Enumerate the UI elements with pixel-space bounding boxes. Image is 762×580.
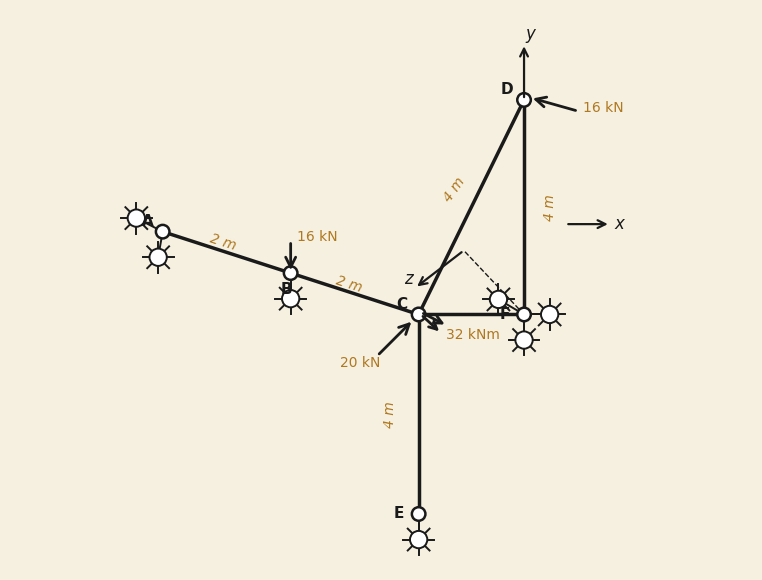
Text: E: E bbox=[393, 506, 404, 521]
Text: 16 kN: 16 kN bbox=[297, 230, 338, 244]
Circle shape bbox=[156, 225, 169, 238]
Circle shape bbox=[282, 290, 299, 307]
Circle shape bbox=[515, 331, 533, 349]
Text: y: y bbox=[525, 26, 535, 44]
Circle shape bbox=[412, 507, 425, 521]
Circle shape bbox=[517, 93, 531, 107]
Text: B: B bbox=[281, 282, 293, 297]
Text: x: x bbox=[615, 215, 625, 233]
Text: C: C bbox=[395, 297, 407, 312]
Text: 32 kNm: 32 kNm bbox=[447, 328, 501, 342]
Circle shape bbox=[490, 291, 507, 308]
Text: 2 m: 2 m bbox=[208, 231, 238, 253]
Text: 4 m: 4 m bbox=[441, 175, 468, 205]
Circle shape bbox=[149, 249, 167, 266]
Text: A: A bbox=[142, 213, 153, 229]
Circle shape bbox=[410, 531, 427, 548]
Text: D: D bbox=[501, 82, 513, 97]
Text: 4 m: 4 m bbox=[543, 194, 557, 221]
Circle shape bbox=[284, 266, 297, 280]
Circle shape bbox=[128, 209, 145, 227]
Text: F: F bbox=[500, 307, 511, 322]
Circle shape bbox=[517, 308, 531, 321]
Text: z: z bbox=[405, 270, 413, 288]
Text: 4 m: 4 m bbox=[383, 401, 397, 428]
Circle shape bbox=[541, 306, 559, 323]
Circle shape bbox=[412, 308, 425, 321]
Text: 2 m: 2 m bbox=[335, 274, 364, 295]
Text: 16 kN: 16 kN bbox=[583, 101, 623, 115]
Text: 20 kN: 20 kN bbox=[340, 356, 380, 371]
